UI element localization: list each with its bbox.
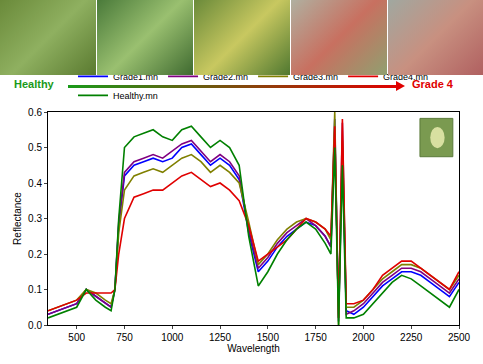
svg-text:Grade1.mn: Grade1.mn [113, 71, 158, 82]
svg-text:750: 750 [116, 332, 133, 343]
svg-text:2000: 2000 [352, 332, 375, 343]
svg-text:0.6: 0.6 [28, 107, 42, 118]
svg-text:0.0: 0.0 [28, 320, 42, 331]
svg-text:1000: 1000 [161, 332, 184, 343]
svg-text:Reflectance: Reflectance [12, 192, 23, 245]
svg-text:0.2: 0.2 [28, 249, 42, 260]
svg-text:0.3: 0.3 [28, 213, 42, 224]
svg-text:Grade3.mn: Grade3.mn [293, 71, 339, 82]
svg-text:Wavelength: Wavelength [227, 343, 279, 354]
svg-text:500: 500 [68, 332, 85, 343]
svg-text:1250: 1250 [209, 332, 232, 343]
svg-text:0.5: 0.5 [28, 142, 42, 153]
html-text:Grade 4: Grade 4 [412, 78, 453, 90]
svg-text:1750: 1750 [305, 332, 328, 343]
svg-text:Healthy.mn: Healthy.mn [113, 91, 158, 101]
svg-text:Grade2.mn: Grade2.mn [203, 71, 249, 82]
svg-text:0.4: 0.4 [28, 178, 42, 189]
svg-text:2500: 2500 [448, 332, 471, 343]
svg-text:1500: 1500 [257, 332, 280, 343]
html-text:Healthy: Healthy [14, 78, 54, 90]
svg-text:0.1: 0.1 [28, 284, 42, 295]
svg-text:2250: 2250 [400, 332, 423, 343]
